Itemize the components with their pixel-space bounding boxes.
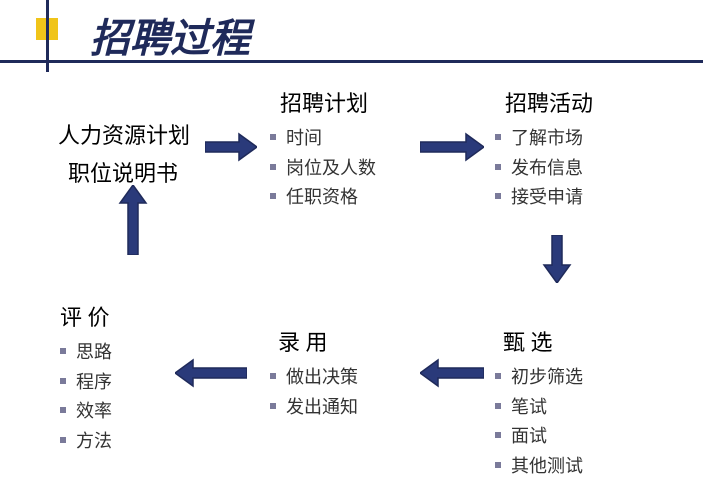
bullet-item: 效率	[60, 397, 112, 427]
bullet-item: 岗位及人数	[270, 154, 376, 184]
bullet-item: 面试	[495, 422, 583, 452]
bullet-item: 发出通知	[270, 393, 358, 423]
node-selection: 甄 选 初步筛选 笔试 面试 其他测试	[495, 325, 583, 482]
node-evaluate-title: 评 价	[60, 300, 112, 332]
node-evaluate: 评 价 思路 程序 效率 方法	[60, 300, 112, 457]
decor-vline	[46, 0, 49, 72]
node-recruit-activity-bullets: 了解市场 发布信息 接受申请	[495, 124, 593, 213]
bullet-item: 方法	[60, 427, 112, 457]
bullet-item: 了解市场	[495, 124, 593, 154]
node-hire-title: 录 用	[278, 325, 358, 357]
node-recruit-plan: 招聘计划 时间 岗位及人数 任职资格	[270, 86, 376, 213]
flow-arrow	[118, 185, 148, 255]
node-hr-plan-title1: 人力资源计划	[58, 118, 190, 150]
node-hr-plan-title2: 职位说明书	[68, 156, 190, 188]
flow-arrow	[205, 132, 257, 162]
node-evaluate-bullets: 思路 程序 效率 方法	[60, 338, 112, 457]
slide-title: 招聘过程	[90, 6, 250, 64]
bullet-item: 程序	[60, 368, 112, 398]
node-recruit-plan-title: 招聘计划	[280, 86, 376, 118]
flow-arrow	[420, 132, 484, 162]
node-selection-title: 甄 选	[503, 325, 583, 357]
bullet-item: 其他测试	[495, 452, 583, 482]
bullet-item: 笔试	[495, 393, 583, 423]
node-hr-plan: 人力资源计划 职位说明书	[58, 118, 190, 194]
bullet-item: 初步筛选	[495, 363, 583, 393]
bullet-item: 接受申请	[495, 183, 593, 213]
bullet-item: 思路	[60, 338, 112, 368]
flow-arrow	[420, 358, 484, 388]
node-hire: 录 用 做出决策 发出通知	[270, 325, 358, 422]
node-recruit-activity: 招聘活动 了解市场 发布信息 接受申请	[495, 86, 593, 213]
node-recruit-activity-title: 招聘活动	[505, 86, 593, 118]
bullet-item: 做出决策	[270, 363, 358, 393]
bullet-item: 时间	[270, 124, 376, 154]
node-hire-bullets: 做出决策 发出通知	[270, 363, 358, 422]
flow-arrow	[175, 358, 247, 388]
bullet-item: 任职资格	[270, 183, 376, 213]
flow-arrow	[542, 235, 572, 283]
node-recruit-plan-bullets: 时间 岗位及人数 任职资格	[270, 124, 376, 213]
bullet-item: 发布信息	[495, 154, 593, 184]
node-selection-bullets: 初步筛选 笔试 面试 其他测试	[495, 363, 583, 482]
